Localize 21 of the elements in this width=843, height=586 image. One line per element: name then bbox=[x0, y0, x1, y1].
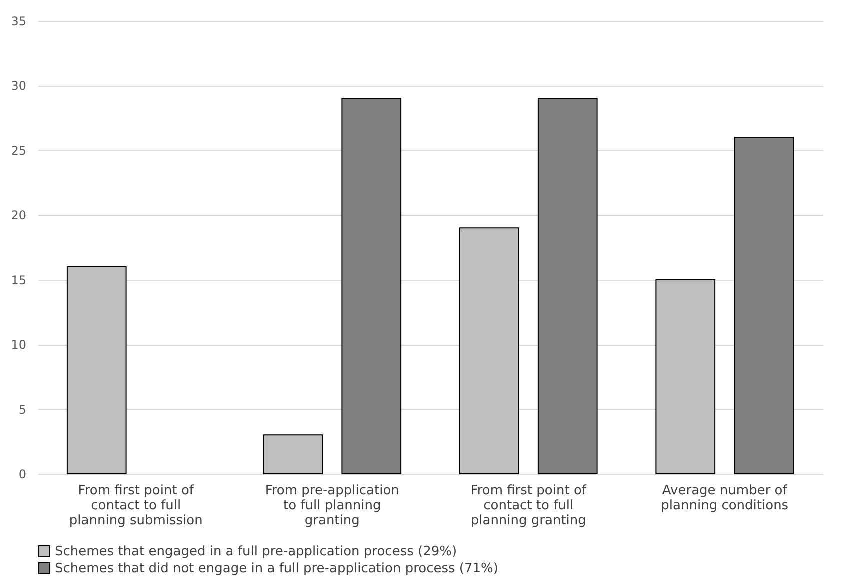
bar bbox=[656, 279, 716, 474]
bar bbox=[538, 98, 598, 474]
bar bbox=[342, 98, 402, 474]
x-tick-label: From first point of contact to full planning submission bbox=[69, 484, 203, 528]
y-tick-label: 25 bbox=[11, 144, 26, 158]
y-tick-label: 5 bbox=[18, 402, 26, 417]
legend-label: Schemes that did not engage in a full pre-application process (71%) bbox=[55, 562, 498, 576]
y-tick-label: 35 bbox=[11, 14, 26, 28]
y-tick-label: 30 bbox=[11, 79, 26, 94]
x-tick-label: From pre-application to full planning granting bbox=[265, 484, 400, 528]
y-tick-label: 10 bbox=[11, 338, 26, 352]
legend-label: Schemes that engaged in a full pre-application process (29%) bbox=[55, 544, 458, 560]
y-tick-label: 0 bbox=[18, 468, 26, 482]
bar bbox=[66, 266, 127, 474]
bar bbox=[734, 136, 794, 474]
x-tick-label: Average number of planning conditions bbox=[661, 484, 789, 514]
bar bbox=[459, 228, 520, 474]
bar bbox=[263, 434, 324, 474]
y-tick-label: 20 bbox=[11, 208, 26, 223]
x-tick-label: From first point of contact to full planning granting bbox=[470, 484, 587, 528]
y-tick-label: 15 bbox=[11, 273, 26, 288]
